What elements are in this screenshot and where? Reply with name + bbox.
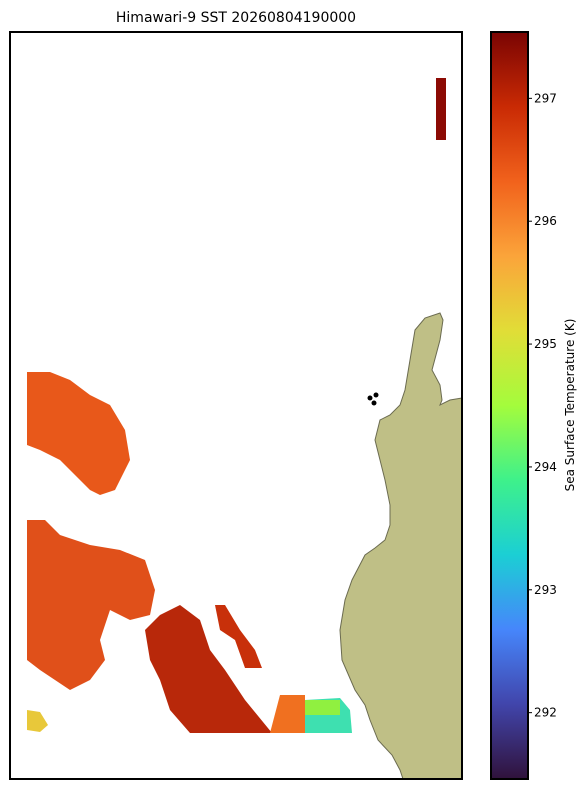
map-frame (9, 31, 463, 780)
map-area (10, 32, 462, 779)
sst-patch (215, 605, 262, 668)
map-title: Himawari-9 SST 20260804190000 (116, 10, 356, 26)
sst-patch (27, 520, 155, 690)
colorbar-tick-label: 295 (534, 337, 557, 351)
island (373, 392, 379, 398)
colorbar (490, 31, 529, 780)
island (371, 400, 377, 406)
colorbar-tick-label: 294 (534, 460, 557, 474)
colorbar-tick-label: 296 (534, 214, 557, 228)
colorbar-label: Sea Surface Temperature (K) (563, 319, 577, 492)
sst-patch (145, 605, 272, 733)
sst-patch (436, 78, 446, 140)
island (367, 395, 373, 401)
colorbar-tick-label: 297 (534, 91, 557, 105)
sst-patch (27, 372, 130, 495)
land (339, 312, 462, 779)
sst-patch (305, 700, 340, 715)
sst-patch (270, 695, 305, 733)
colorbar-tick-label: 292 (534, 706, 557, 720)
colorbar-tick-label: 293 (534, 583, 557, 597)
sst-patch (27, 710, 48, 732)
